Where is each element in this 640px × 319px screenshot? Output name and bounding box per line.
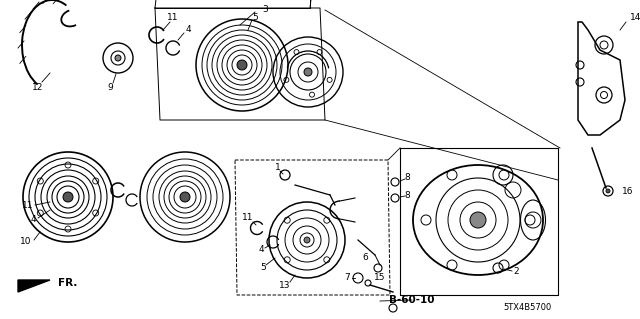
Text: 9: 9 (107, 83, 113, 92)
Circle shape (180, 192, 190, 202)
Text: 12: 12 (32, 83, 44, 92)
Circle shape (304, 237, 310, 243)
Text: 8: 8 (404, 190, 410, 199)
Polygon shape (18, 280, 50, 292)
Text: 6: 6 (362, 254, 368, 263)
Circle shape (237, 60, 247, 70)
Circle shape (470, 212, 486, 228)
Text: 8: 8 (404, 174, 410, 182)
Text: 15: 15 (374, 273, 386, 283)
Text: 11: 11 (22, 201, 34, 210)
Text: 10: 10 (20, 238, 32, 247)
Text: 1: 1 (275, 164, 281, 173)
Text: 14: 14 (630, 13, 640, 23)
Text: 5TX4B5700: 5TX4B5700 (503, 303, 551, 313)
Text: 4: 4 (30, 216, 36, 225)
Text: 7: 7 (344, 273, 350, 283)
Text: 5: 5 (260, 263, 266, 272)
Text: 4: 4 (185, 26, 191, 34)
Circle shape (304, 68, 312, 76)
Text: 2: 2 (513, 268, 519, 277)
Circle shape (63, 192, 73, 202)
Text: 16: 16 (622, 187, 634, 196)
Text: 3: 3 (262, 5, 268, 14)
Text: 4: 4 (258, 246, 264, 255)
Polygon shape (578, 22, 625, 135)
Text: 13: 13 (279, 280, 291, 290)
Text: 11: 11 (167, 13, 179, 23)
Circle shape (606, 189, 610, 193)
Text: 5: 5 (252, 12, 258, 21)
Text: FR.: FR. (58, 278, 77, 288)
Text: B-60-10: B-60-10 (389, 295, 435, 305)
Text: 11: 11 (243, 213, 253, 222)
Circle shape (115, 55, 121, 61)
